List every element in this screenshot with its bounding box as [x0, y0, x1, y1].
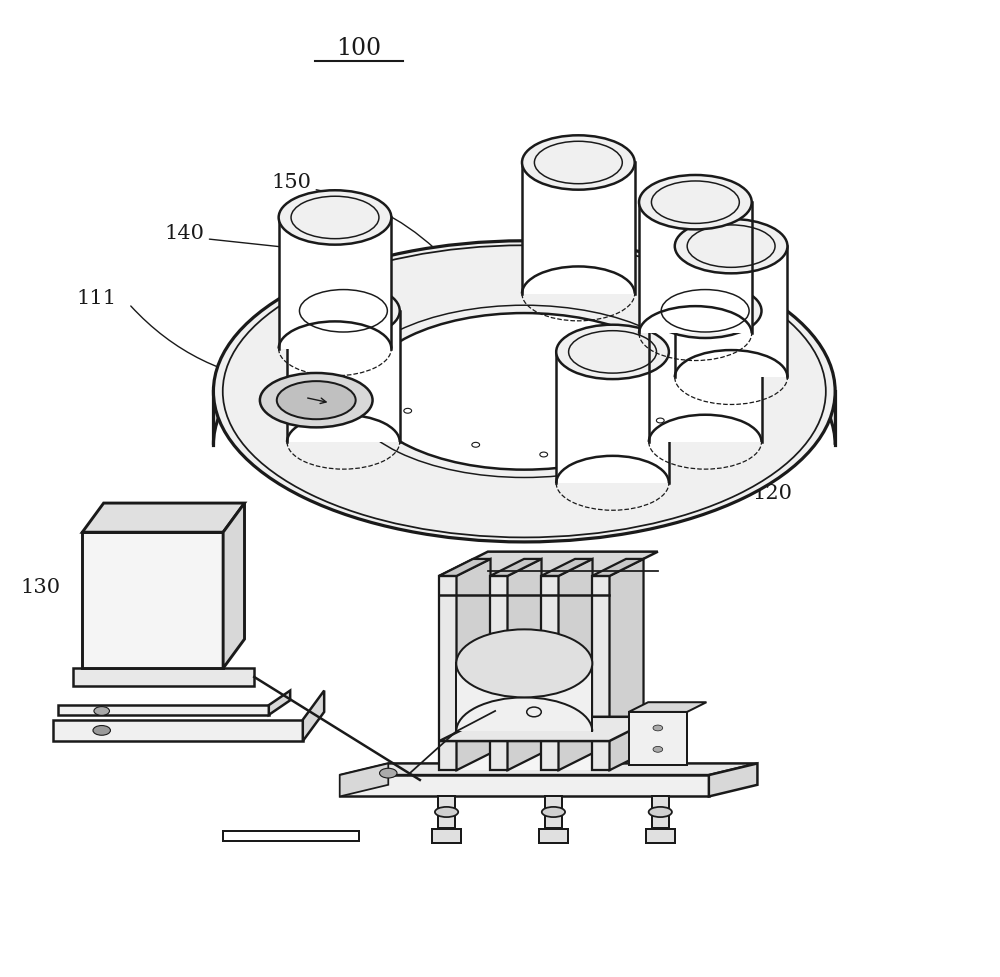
Polygon shape [223, 503, 245, 668]
Text: 110: 110 [772, 433, 812, 451]
Polygon shape [508, 559, 542, 770]
Ellipse shape [435, 807, 458, 817]
Polygon shape [592, 575, 610, 770]
Polygon shape [73, 668, 254, 686]
Polygon shape [490, 559, 542, 575]
Ellipse shape [456, 629, 592, 698]
Ellipse shape [472, 443, 480, 447]
Polygon shape [541, 559, 593, 575]
Polygon shape [213, 241, 835, 445]
Polygon shape [522, 162, 635, 294]
Polygon shape [303, 691, 324, 742]
Ellipse shape [556, 324, 669, 379]
Polygon shape [592, 559, 644, 575]
Polygon shape [82, 532, 223, 668]
Polygon shape [490, 575, 508, 770]
Polygon shape [439, 552, 658, 575]
Polygon shape [340, 763, 757, 775]
Polygon shape [456, 663, 592, 732]
Polygon shape [457, 559, 491, 770]
Ellipse shape [213, 240, 835, 542]
Polygon shape [675, 246, 787, 377]
Ellipse shape [653, 746, 663, 752]
Ellipse shape [522, 135, 635, 190]
Ellipse shape [260, 373, 373, 427]
Ellipse shape [649, 807, 672, 817]
Polygon shape [639, 202, 752, 333]
Polygon shape [541, 575, 559, 770]
Polygon shape [340, 763, 388, 796]
Polygon shape [556, 352, 669, 483]
Ellipse shape [656, 418, 664, 423]
Text: 120: 120 [753, 484, 793, 503]
Polygon shape [279, 218, 391, 349]
Polygon shape [559, 559, 593, 770]
Polygon shape [649, 311, 762, 442]
Ellipse shape [404, 408, 412, 413]
Polygon shape [610, 559, 644, 770]
Ellipse shape [542, 807, 565, 817]
Ellipse shape [380, 768, 397, 778]
Ellipse shape [653, 725, 663, 731]
Text: 150: 150 [271, 173, 311, 192]
Polygon shape [439, 575, 457, 770]
Polygon shape [439, 717, 658, 742]
Polygon shape [646, 829, 675, 843]
Polygon shape [269, 691, 290, 715]
Ellipse shape [94, 706, 109, 715]
Text: 140: 140 [164, 225, 204, 243]
Polygon shape [438, 796, 455, 828]
Polygon shape [709, 763, 757, 796]
Ellipse shape [363, 313, 686, 470]
Polygon shape [340, 775, 709, 796]
Polygon shape [545, 796, 562, 828]
Polygon shape [629, 712, 687, 765]
Ellipse shape [93, 726, 110, 736]
Polygon shape [53, 720, 303, 742]
Ellipse shape [287, 283, 400, 338]
Polygon shape [432, 829, 461, 843]
Polygon shape [82, 503, 245, 532]
Polygon shape [539, 829, 568, 843]
Polygon shape [629, 702, 706, 712]
Ellipse shape [279, 191, 391, 244]
Polygon shape [439, 575, 609, 770]
Ellipse shape [675, 219, 787, 274]
Polygon shape [652, 796, 669, 828]
Polygon shape [58, 705, 269, 715]
Ellipse shape [639, 175, 752, 230]
Ellipse shape [649, 283, 762, 338]
Ellipse shape [277, 381, 356, 419]
Polygon shape [223, 831, 359, 841]
Text: 130: 130 [21, 578, 61, 597]
Polygon shape [287, 311, 400, 442]
Text: 111: 111 [77, 288, 117, 308]
Text: 100: 100 [337, 37, 382, 60]
Polygon shape [439, 559, 491, 575]
Ellipse shape [540, 452, 548, 457]
